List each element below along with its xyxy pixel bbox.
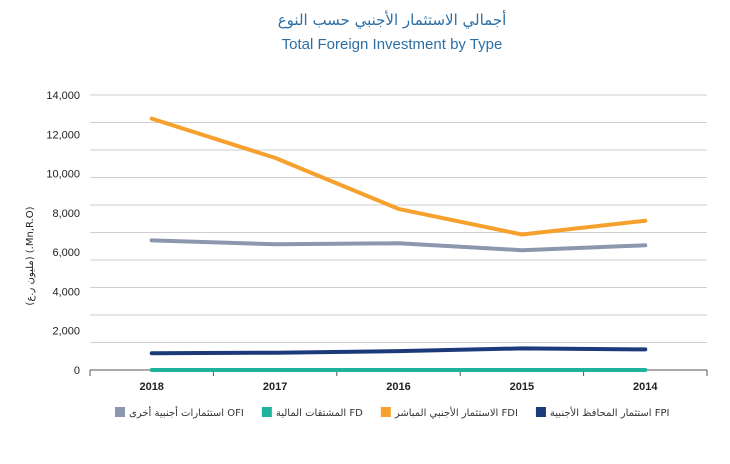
legend-label: استثمارات أجنبية أخرى OFI — [129, 406, 244, 419]
legend-swatch — [380, 407, 391, 417]
x-axis: 2018 2017 2016 2015 2014 — [89, 369, 708, 393]
legend: استثمارات أجنبية أخرى OFI المشتقات المالي… — [115, 406, 670, 419]
series-line — [149, 238, 648, 253]
y-tick-label: 14,000 — [46, 90, 80, 102]
legend-label: المشتقات المالية FD — [276, 408, 363, 419]
x-tick-label: 2015 — [510, 381, 534, 393]
y-tick-label: 6,000 — [52, 247, 80, 259]
y-tick-label: 0 — [74, 365, 80, 377]
legend-item: استثمار المحافظ الأجنبية FPI — [535, 406, 670, 419]
legend-swatch — [535, 407, 546, 417]
legend-label: استثمار المحافظ الأجنبية FPI — [550, 406, 670, 419]
x-tick-label: 2018 — [139, 381, 163, 393]
y-tick-label: 8,000 — [52, 208, 80, 220]
y-tick-label: 10,000 — [46, 169, 80, 181]
x-tick-label: 2016 — [386, 381, 410, 393]
gridlines — [90, 94, 707, 371]
series-line — [149, 346, 648, 356]
legend-swatch — [115, 407, 125, 417]
series-lines — [149, 116, 648, 372]
y-tick-label: 12,000 — [46, 129, 80, 141]
y-tick-label: 2,000 — [52, 326, 80, 338]
legend-label: الاستثمار الأجنبي المباشر FDI — [394, 406, 518, 419]
chart-title: Total Foreign Investment by Type — [282, 36, 503, 53]
chart-title-arabic: أجمالي الاستثمار الأجنبي حسب النوع — [278, 10, 507, 30]
legend-item: المشتقات المالية FD — [261, 407, 363, 419]
x-tick-label: 2014 — [633, 381, 658, 393]
y-tick-label: 4,000 — [52, 286, 80, 298]
y-axis-ticks: 0 2,000 4,000 6,000 8,000 10,000 12,000 14,000 — [46, 90, 80, 377]
series-line — [149, 116, 648, 237]
legend-item: الاستثمار الأجنبي المباشر FDI — [380, 406, 518, 419]
x-tick-label: 2017 — [263, 381, 287, 393]
y-axis-label: (مليون ر.ع) (.Mn,R.O) — [25, 206, 36, 305]
legend-swatch — [261, 407, 272, 417]
legend-item: استثمارات أجنبية أخرى OFI — [115, 406, 244, 419]
